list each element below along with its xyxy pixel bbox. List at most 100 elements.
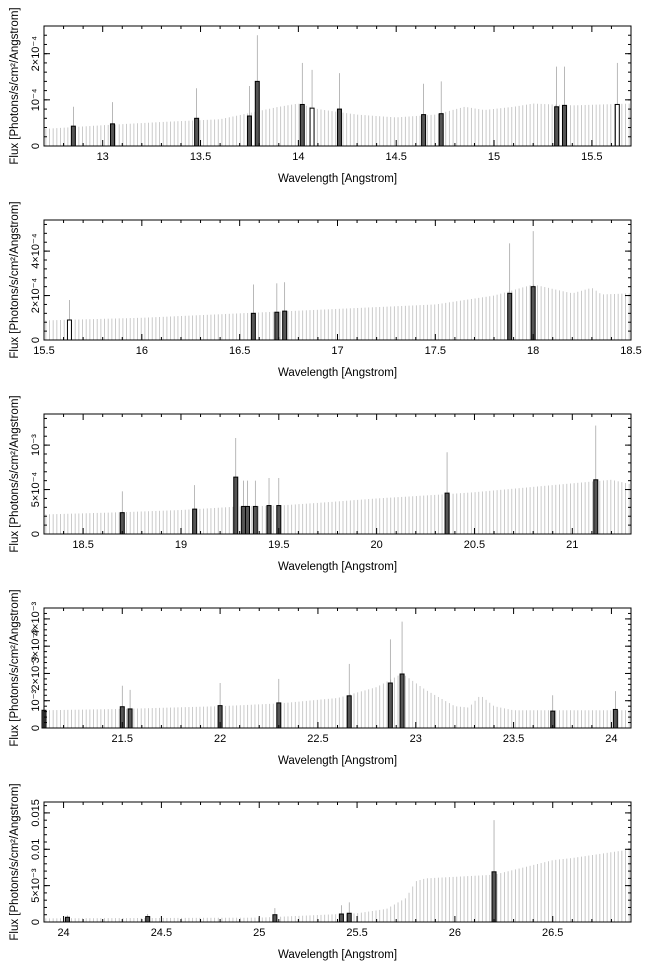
line-bin bbox=[593, 479, 599, 535]
continuum-model bbox=[45, 103, 630, 146]
line-bin bbox=[145, 916, 151, 923]
line-bin bbox=[241, 505, 247, 535]
y-tick-label: 0 bbox=[30, 919, 42, 925]
line-bin bbox=[336, 108, 342, 147]
y-tick-label: 10⁻³ bbox=[30, 434, 42, 456]
line-bin bbox=[244, 505, 250, 535]
line-bin bbox=[109, 123, 115, 147]
line-bin bbox=[274, 311, 280, 341]
x-tick-label: 18 bbox=[527, 345, 539, 357]
y-axis-title: Flux [Photons/s/cm²/Angstrom] bbox=[9, 7, 21, 164]
x-tick-label: 25 bbox=[253, 927, 265, 939]
x-tick-label: 16 bbox=[136, 345, 148, 357]
y-tick-label: 3×10⁻³ bbox=[30, 629, 42, 664]
y-tick-label: 5×10⁻⁴ bbox=[30, 472, 42, 508]
line-bin bbox=[309, 107, 315, 147]
x-tick-label: 24 bbox=[605, 733, 617, 745]
x-tick-label: 17.5 bbox=[425, 345, 446, 357]
y-tick-label: 2×10⁻⁴ bbox=[30, 278, 42, 314]
line-bin bbox=[346, 695, 352, 729]
y-tick-label: 0.015 bbox=[30, 799, 42, 827]
x-tick-label: 20 bbox=[371, 539, 383, 551]
y-tick-label: 0 bbox=[30, 531, 42, 537]
continuum-model bbox=[45, 849, 630, 922]
line-bin bbox=[614, 103, 620, 147]
x-tick-label: 21.5 bbox=[112, 733, 133, 745]
x-tick-label: 16.5 bbox=[229, 345, 250, 357]
x-tick-label: 14.5 bbox=[385, 151, 406, 163]
x-tick-label: 18.5 bbox=[72, 539, 93, 551]
x-tick-label: 23.5 bbox=[503, 733, 524, 745]
x-tick-label: 24 bbox=[57, 927, 69, 939]
plot-frame bbox=[43, 801, 632, 923]
y-axis-title: Flux [Photons/s/cm²/Angstrom] bbox=[9, 201, 21, 358]
x-tick-label: 19.5 bbox=[268, 539, 289, 551]
line-bin bbox=[612, 708, 618, 729]
x-tick-label: 21 bbox=[566, 539, 578, 551]
x-tick-label: 18.5 bbox=[620, 345, 641, 357]
line-bin bbox=[250, 312, 256, 341]
y-tick-label: 4×10⁻⁴ bbox=[30, 233, 42, 269]
x-tick-label: 15 bbox=[488, 151, 500, 163]
y-tick-label: 0 bbox=[30, 337, 42, 343]
line-bin bbox=[127, 708, 133, 729]
y-tick-label: 0 bbox=[30, 143, 42, 149]
line-bin bbox=[119, 512, 125, 535]
x-tick-label: 24.5 bbox=[151, 927, 172, 939]
plot-frame bbox=[43, 413, 632, 535]
line-bin bbox=[438, 113, 444, 147]
y-axis-title: Flux [Photons/s/cm²/Angstrom] bbox=[9, 589, 21, 746]
y-axis-title: Flux [Photons/s/cm²/Angstrom] bbox=[9, 783, 21, 940]
line-bin bbox=[282, 310, 288, 341]
y-tick-label: 10⁻⁴ bbox=[30, 88, 42, 111]
line-bin bbox=[507, 292, 513, 341]
continuum-model bbox=[45, 284, 630, 340]
x-tick-label: 20.5 bbox=[464, 539, 485, 551]
x-tick-label: 14 bbox=[292, 151, 304, 163]
spectrum-panel-4: 21.5 22 22.5 23 23.5 24 0 10⁻³2×10⁻³3×10⁻³4×10⁻… bbox=[9, 589, 632, 767]
x-tick-label: 23 bbox=[410, 733, 422, 745]
line-bin bbox=[246, 115, 252, 147]
line-bin bbox=[276, 702, 282, 729]
y-tick-label: 2×10⁻⁴ bbox=[30, 36, 42, 72]
line-bin bbox=[194, 117, 200, 147]
line-bin bbox=[66, 319, 72, 341]
continuum-model bbox=[45, 673, 630, 728]
x-tick-label: 26.5 bbox=[542, 927, 563, 939]
line-bin bbox=[387, 682, 393, 729]
line-bin bbox=[491, 871, 497, 923]
y-tick-label: 5×10⁻³ bbox=[30, 868, 42, 903]
line-bin bbox=[530, 286, 536, 341]
x-tick-label: 25.5 bbox=[346, 927, 367, 939]
line-bin bbox=[192, 508, 198, 535]
continuum-model bbox=[45, 479, 630, 534]
x-tick-label: 13 bbox=[97, 151, 109, 163]
x-tick-label: 15.5 bbox=[581, 151, 602, 163]
x-tick-label: 22.5 bbox=[307, 733, 328, 745]
line-bin bbox=[554, 106, 560, 147]
x-tick-label: 22 bbox=[214, 733, 226, 745]
y-tick-label: 4×10⁻³ bbox=[30, 601, 42, 636]
x-tick-label: 15.5 bbox=[33, 345, 54, 357]
line-bin bbox=[444, 492, 450, 535]
line-bin bbox=[70, 125, 76, 147]
y-tick-label: 10⁻³ bbox=[30, 690, 42, 712]
line-bin bbox=[233, 476, 239, 535]
line-bin bbox=[252, 505, 258, 535]
line-bin bbox=[299, 103, 305, 147]
spectrum-panel-1: 13 13.5 14 14.5 15 15.5 0 10⁻⁴ 2×10⁻⁴ Wavelength … bbox=[9, 7, 632, 185]
line-bin bbox=[346, 912, 352, 923]
y-axis-title: Flux [Photons/s/cm²/Angstrom] bbox=[9, 395, 21, 552]
x-tick-label: 26 bbox=[449, 927, 461, 939]
x-axis-title: Wavelength [Angstrom] bbox=[278, 949, 397, 961]
line-bin bbox=[561, 104, 567, 147]
x-tick-label: 19 bbox=[175, 539, 187, 551]
line-bin bbox=[338, 913, 344, 923]
x-tick-label: 17 bbox=[331, 345, 343, 357]
line-bin bbox=[254, 80, 260, 147]
y-tick-label: 2×10⁻³ bbox=[30, 656, 42, 691]
x-axis-title: Wavelength [Angstrom] bbox=[278, 755, 397, 767]
line-bin bbox=[266, 505, 272, 535]
spectrum-panel-5: 24 24.5 25 25.5 26 26.5 0 5×10⁻³ 0.01 0.015 Wavele… bbox=[9, 783, 632, 961]
